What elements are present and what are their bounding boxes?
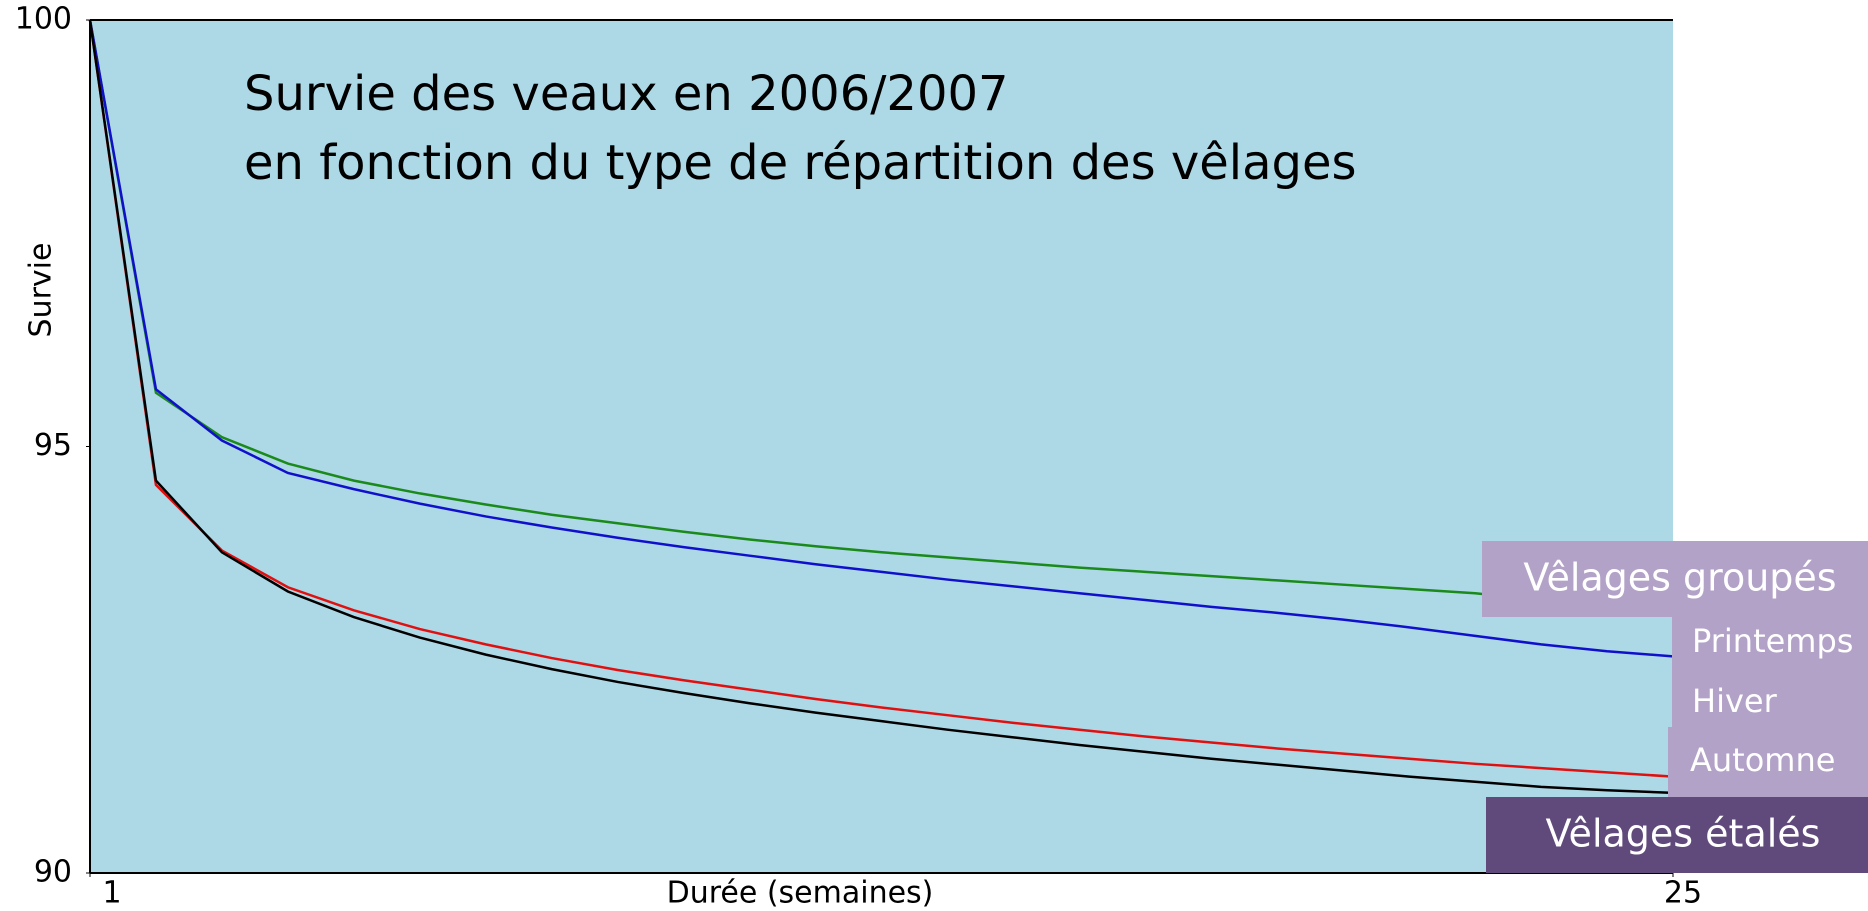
legend-box xyxy=(1482,541,1868,617)
x-axis-label: Durée (semaines) xyxy=(667,876,934,911)
y-tick-label: 95 xyxy=(34,428,72,463)
legend-label: Vêlages groupés xyxy=(1523,556,1836,600)
x-tick-label: 1 xyxy=(102,876,121,911)
legend-label: Printemps xyxy=(1692,622,1853,660)
legend-box xyxy=(1672,617,1868,727)
legend-label: Vêlages étalés xyxy=(1546,812,1821,856)
y-tick-label: 90 xyxy=(34,855,72,890)
y-axis-label: Survie xyxy=(24,243,59,338)
series-line xyxy=(88,19,1674,795)
chart-subtitle: en fonction du type de répartition des v… xyxy=(244,135,1357,191)
chart-title: Survie des veaux en 2006/2007 xyxy=(244,66,1009,122)
y-tick-label: 100 xyxy=(15,2,72,37)
legend-label: Automne xyxy=(1690,741,1835,779)
x-tick-label: 25 xyxy=(1664,876,1702,911)
series-line xyxy=(88,19,1674,612)
plot-area xyxy=(90,20,1673,873)
legend-box xyxy=(1486,797,1868,873)
series-line xyxy=(88,19,1674,658)
series-line xyxy=(88,19,1674,778)
annotation: Hiver xyxy=(1692,682,1778,720)
legend-box xyxy=(1668,727,1868,797)
